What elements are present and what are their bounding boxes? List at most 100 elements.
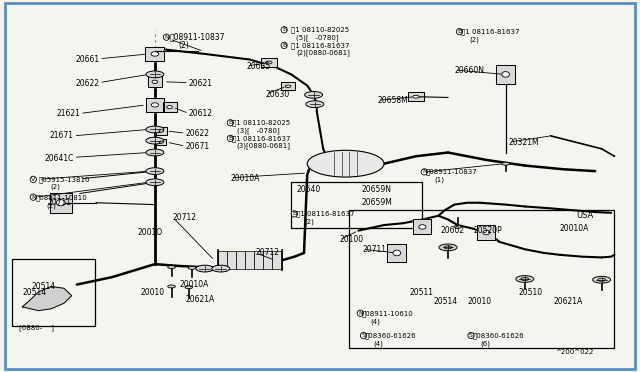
Polygon shape xyxy=(261,58,277,67)
Text: 20712: 20712 xyxy=(256,248,280,257)
Text: V: V xyxy=(31,177,35,182)
Polygon shape xyxy=(408,92,424,101)
Bar xyxy=(349,210,614,348)
Text: 20659M: 20659M xyxy=(362,198,392,207)
Ellipse shape xyxy=(185,286,193,289)
Text: N: N xyxy=(358,311,363,316)
Text: 20511: 20511 xyxy=(410,288,434,296)
Ellipse shape xyxy=(306,101,324,108)
Ellipse shape xyxy=(307,150,384,177)
Text: ⓝ08911-10837: ⓝ08911-10837 xyxy=(170,33,225,42)
Text: [0880-    ]: [0880- ] xyxy=(19,324,54,331)
Text: (4): (4) xyxy=(370,318,380,325)
Text: 20520P: 20520P xyxy=(474,226,502,235)
Text: 20514: 20514 xyxy=(434,297,458,306)
Text: 20641C: 20641C xyxy=(44,154,74,163)
Bar xyxy=(218,251,227,269)
Bar xyxy=(245,251,254,269)
Text: 20321M: 20321M xyxy=(509,138,540,147)
Polygon shape xyxy=(387,244,406,262)
Polygon shape xyxy=(145,46,164,61)
Polygon shape xyxy=(163,102,177,112)
Ellipse shape xyxy=(285,85,291,87)
Text: (2)[0880-0681]: (2)[0880-0681] xyxy=(296,49,350,56)
Polygon shape xyxy=(477,225,495,240)
Ellipse shape xyxy=(146,126,164,133)
Text: (3)[   -0780]: (3)[ -0780] xyxy=(237,127,280,134)
Polygon shape xyxy=(156,139,166,145)
Text: ⓝ08911-10810: ⓝ08911-10810 xyxy=(35,195,87,201)
Text: 20661: 20661 xyxy=(75,55,99,64)
Text: ␒1 08116-81637: ␒1 08116-81637 xyxy=(461,28,519,35)
Text: 2001O: 2001O xyxy=(138,228,163,237)
Text: B: B xyxy=(292,211,296,217)
Text: ␒1 08116-81637: ␒1 08116-81637 xyxy=(291,42,349,49)
Polygon shape xyxy=(148,76,162,87)
Text: 20010: 20010 xyxy=(467,297,492,306)
Polygon shape xyxy=(146,98,164,112)
Text: 20659N: 20659N xyxy=(362,185,392,194)
Text: 20621A: 20621A xyxy=(186,295,215,304)
Text: 21621: 21621 xyxy=(56,109,80,118)
Bar xyxy=(12,259,95,326)
Text: ␒1 08110-82025: ␒1 08110-82025 xyxy=(291,26,349,33)
Text: 20711: 20711 xyxy=(48,198,72,207)
Ellipse shape xyxy=(146,168,164,174)
Bar xyxy=(291,182,422,228)
Text: ⓝ08911-10610: ⓝ08911-10610 xyxy=(362,310,413,317)
Text: ␒1 08110-82025: ␒1 08110-82025 xyxy=(232,119,290,126)
Text: 20540: 20540 xyxy=(296,185,321,194)
Ellipse shape xyxy=(196,265,214,272)
Text: B: B xyxy=(282,43,286,48)
Bar xyxy=(263,251,273,269)
Ellipse shape xyxy=(444,246,452,249)
Ellipse shape xyxy=(56,200,65,206)
Text: B: B xyxy=(282,27,286,32)
Ellipse shape xyxy=(188,266,196,269)
Ellipse shape xyxy=(146,71,164,78)
Ellipse shape xyxy=(454,225,461,228)
Bar xyxy=(254,251,263,269)
Text: ⓥ05915-13810: ⓥ05915-13810 xyxy=(38,176,90,183)
Ellipse shape xyxy=(168,266,175,269)
Text: N: N xyxy=(422,169,427,174)
Text: 20671: 20671 xyxy=(186,142,210,151)
Ellipse shape xyxy=(151,52,159,56)
Bar xyxy=(227,251,236,269)
Text: (2): (2) xyxy=(304,219,314,225)
Text: N: N xyxy=(164,35,169,40)
Text: 20010A: 20010A xyxy=(560,224,589,233)
Ellipse shape xyxy=(516,276,534,282)
Polygon shape xyxy=(50,193,72,213)
Ellipse shape xyxy=(212,265,230,272)
Text: ⓝ08911-10837: ⓝ08911-10837 xyxy=(426,169,477,175)
Ellipse shape xyxy=(413,95,419,98)
Ellipse shape xyxy=(146,149,164,156)
Text: 20010: 20010 xyxy=(141,288,165,296)
Bar xyxy=(273,251,282,269)
Text: 20010A: 20010A xyxy=(230,174,260,183)
Text: USA: USA xyxy=(576,211,593,220)
Text: (2): (2) xyxy=(469,36,479,43)
Ellipse shape xyxy=(593,276,611,283)
Text: 20514: 20514 xyxy=(22,288,47,296)
Ellipse shape xyxy=(521,278,529,280)
Ellipse shape xyxy=(159,141,163,143)
Text: Ⓝ08360-61626: Ⓝ08360-61626 xyxy=(472,332,524,339)
Text: (1): (1) xyxy=(434,177,444,183)
Text: 20622: 20622 xyxy=(186,129,210,138)
Ellipse shape xyxy=(393,250,401,256)
Ellipse shape xyxy=(439,244,457,251)
Text: 20602: 20602 xyxy=(440,226,465,235)
Text: 20712: 20712 xyxy=(173,213,197,222)
Text: 20100: 20100 xyxy=(339,235,364,244)
Text: (3)[0880-0681]: (3)[0880-0681] xyxy=(237,142,291,149)
Text: Ⓝ08360-61626: Ⓝ08360-61626 xyxy=(365,332,417,339)
Text: ␒1 08116-81637: ␒1 08116-81637 xyxy=(232,135,290,142)
Ellipse shape xyxy=(598,278,605,281)
Text: 20635: 20635 xyxy=(246,62,271,71)
Ellipse shape xyxy=(151,103,159,107)
Ellipse shape xyxy=(502,71,509,77)
Text: (2): (2) xyxy=(50,183,60,190)
Ellipse shape xyxy=(419,225,426,229)
